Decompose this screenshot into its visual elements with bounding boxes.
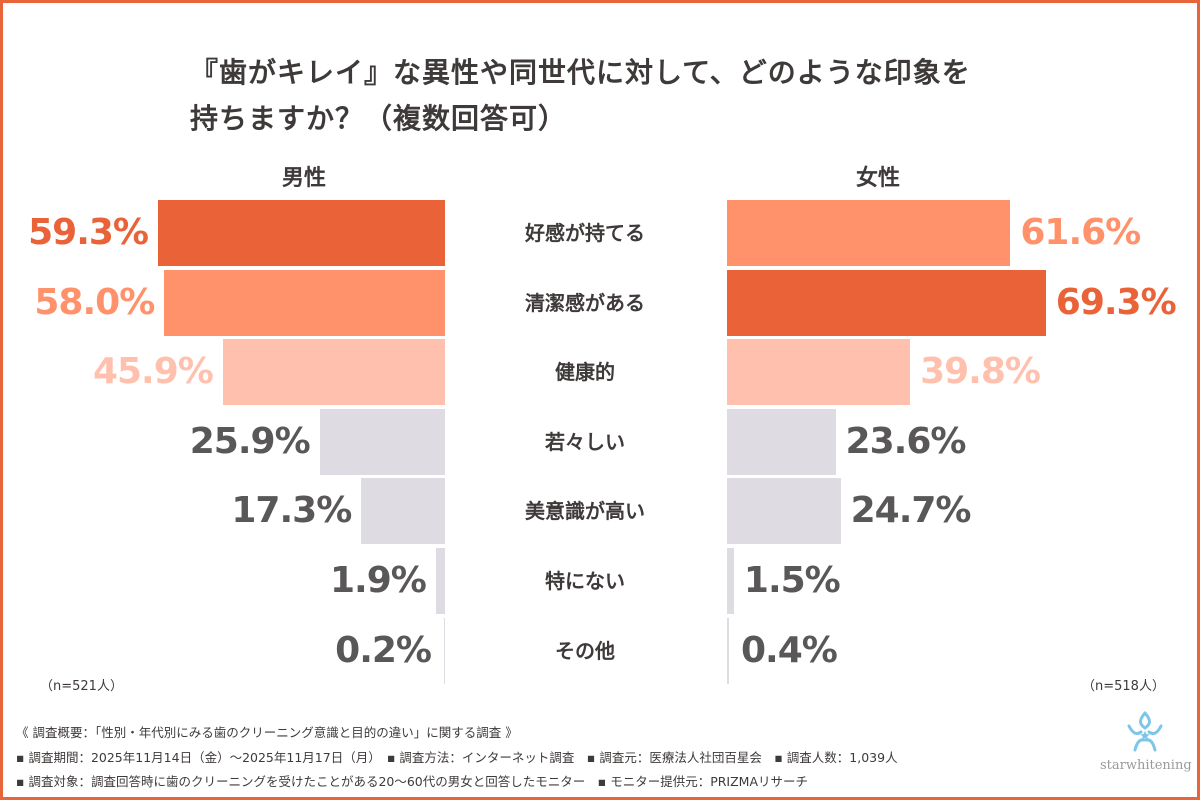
female-bar: [727, 548, 734, 614]
male-bar: [444, 617, 446, 684]
male-value-label: 25.9%: [189, 420, 311, 462]
female-value-label: 39.8%: [920, 351, 1041, 393]
male-value-label: 0.2%: [335, 629, 432, 671]
female-value-label: 23.6%: [845, 420, 967, 462]
star-flower-logo-icon: [1127, 711, 1163, 752]
female-bar: [727, 269, 1046, 336]
logo-text: starwhitening: [1100, 758, 1192, 773]
category-label: 特にない: [545, 569, 625, 593]
title-line-2: 持ちますか？（複数回答可）: [190, 102, 568, 135]
male-value-label: 59.3%: [28, 212, 149, 253]
female-value-label: 0.4%: [741, 629, 838, 671]
footer-summary: 《 調査概要：「性別・年代別にみる歯のクリーニング意識と目的の違い」に関する調査…: [16, 725, 518, 740]
male-header: 男性: [282, 166, 327, 191]
female-header: 女性: [856, 166, 901, 191]
brand-logo: starwhitening: [1100, 710, 1192, 773]
male-value-label: 45.9%: [92, 351, 214, 393]
footer-details: ▪ 調査期間：2025年11月14日（金）～2025年11月17日（月） ▪ 調…: [16, 750, 898, 765]
male-value-label: 17.3%: [231, 490, 352, 532]
male-bar: [435, 548, 445, 614]
category-label: 好感が持てる: [525, 221, 645, 245]
male-sample-size: （n=521人）: [40, 679, 123, 694]
chart-title: 『歯がキレイ』な異性や同世代に対して、どのような印象を 持ちますか？（複数回答可…: [190, 50, 971, 142]
female-value-label: 24.7%: [850, 490, 972, 532]
male-bar: [164, 269, 445, 336]
female-bar: [727, 200, 1011, 266]
female-bar: [727, 617, 729, 684]
category-label: その他: [555, 638, 615, 663]
male-value-label: 1.9%: [329, 560, 427, 601]
title-line-1: 『歯がキレイ』な異性や同世代に対して、どのような印象を: [190, 56, 971, 89]
male-bar: [319, 408, 445, 475]
category-label: 美意識が高い: [525, 499, 645, 524]
male-value-label: 58.0%: [34, 281, 155, 323]
female-bar: [727, 408, 836, 475]
female-value-label: 61.6%: [1020, 212, 1141, 253]
male-bar: [361, 478, 445, 545]
category-label: 若々しい: [545, 429, 625, 454]
male-bar: [222, 339, 445, 406]
category-label: 清潔感がある: [525, 290, 645, 315]
female-sample-size: （n=518人）: [1082, 679, 1165, 694]
footer-target: ▪ 調査対象：調査回答時に歯のクリーニングを受けたことがある20～60代の男女と…: [16, 774, 809, 789]
female-bar: [727, 339, 911, 406]
female-bar: [727, 478, 841, 545]
female-value-label: 69.3%: [1055, 281, 1177, 323]
category-label: 健康的: [555, 360, 615, 385]
female-value-label: 1.5%: [743, 560, 841, 601]
male-bar: [157, 200, 445, 266]
